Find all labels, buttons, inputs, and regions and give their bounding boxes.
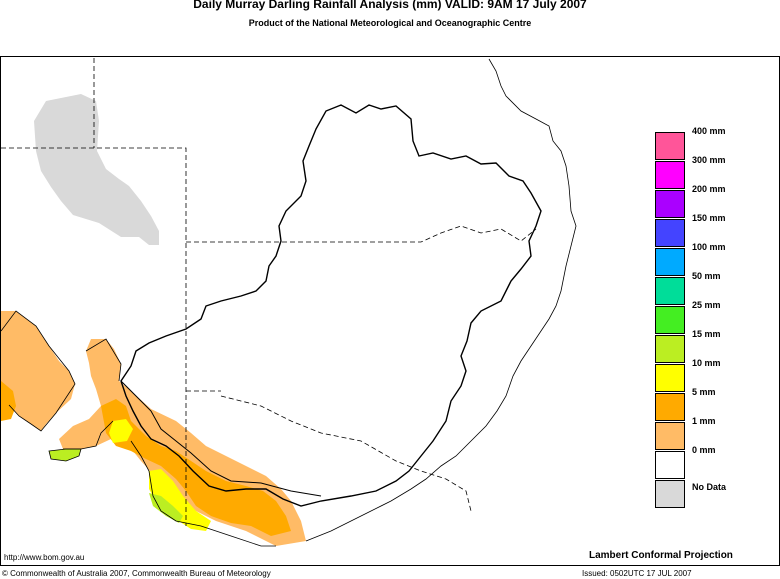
legend-swatch [655, 190, 685, 218]
legend-swatch [655, 132, 685, 160]
legend-swatch [655, 422, 685, 450]
map-frame [0, 56, 780, 566]
rainfall-map [1, 58, 577, 547]
issued-text: Issued: 0502UTC 17 JUL 2007 [582, 569, 692, 578]
legend-swatch [655, 219, 685, 247]
map-subtitle: Product of the National Meteorological a… [248, 18, 532, 28]
legend-label: 1 mm [692, 416, 716, 426]
no-data-region [34, 94, 159, 245]
rainfall-10mm-area [109, 419, 211, 531]
state-border [1, 58, 537, 526]
south-coast [1, 310, 276, 547]
legend-label: 0 mm [692, 445, 716, 455]
legend-label: 25 mm [692, 300, 721, 310]
legend-swatch [655, 364, 685, 392]
legend-swatch [655, 161, 685, 189]
legend-swatch [655, 335, 685, 363]
rainfall-15mm-area [49, 449, 183, 523]
copyright-text: © Commonwealth of Australia 2007, Common… [2, 569, 271, 578]
map-title: Daily Murray Darling Rainfall Analysis (… [193, 0, 587, 11]
legend-label: 200 mm [692, 184, 726, 194]
east-coast [305, 58, 577, 542]
murray-river [120, 380, 322, 497]
basin-boundary [120, 104, 542, 507]
legend-label: 5 mm [692, 387, 716, 397]
legend-label: No Data [692, 482, 727, 492]
projection-label: Lambert Conformal Projection [589, 550, 733, 561]
legend-swatch [655, 480, 685, 508]
rainfall-5mm-area [1, 381, 291, 536]
legend-swatch [655, 248, 685, 276]
legend-label: 15 mm [692, 329, 721, 339]
legend-label: 150 mm [692, 213, 726, 223]
legend-label: 300 mm [692, 155, 726, 165]
legend-label: 10 mm [692, 358, 721, 368]
legend-label: 50 mm [692, 271, 721, 281]
legend-label: 400 mm [692, 126, 726, 136]
legend-label: 100 mm [692, 242, 726, 252]
legend-swatch [655, 277, 685, 305]
source-url: http://www.bom.gov.au [4, 553, 85, 562]
legend-swatch [655, 393, 685, 421]
legend-swatch [655, 306, 685, 334]
legend-swatch [655, 451, 685, 479]
island [48, 448, 82, 462]
